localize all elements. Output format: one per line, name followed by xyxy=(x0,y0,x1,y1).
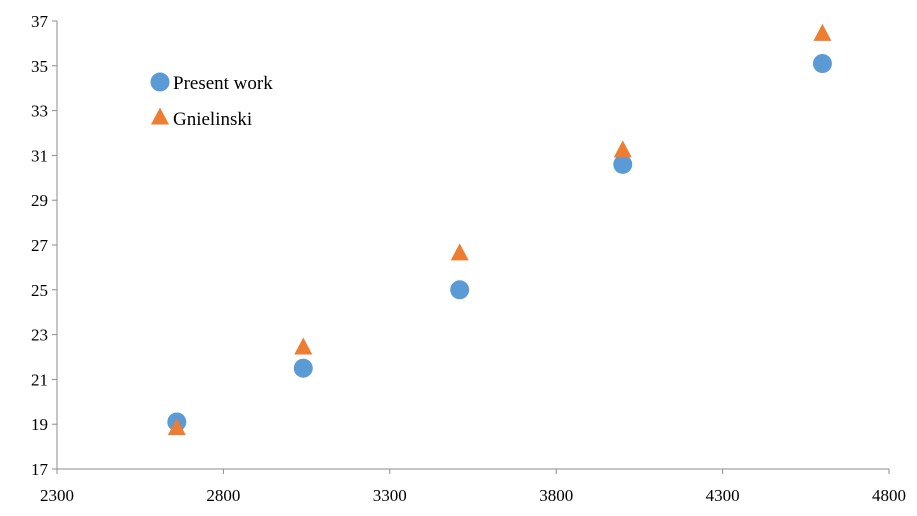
gnielinski-point xyxy=(813,23,832,41)
y-tick-label: 25 xyxy=(31,281,48,300)
x-tick-label: 2300 xyxy=(40,486,74,505)
x-tick-label: 4800 xyxy=(872,486,906,505)
y-tick-label: 35 xyxy=(31,57,48,76)
gnielinski-point xyxy=(167,418,186,436)
present-work-point xyxy=(812,54,832,74)
y-tick-label: 27 xyxy=(31,236,49,255)
x-tick-label: 3800 xyxy=(539,486,573,505)
y-tick-label: 23 xyxy=(31,326,48,345)
y-tick-label: 37 xyxy=(31,12,49,31)
tick-labels: 17 19 21 23 25 27 29 31 33 35 37 2300 2800 3300 3800 43… xyxy=(31,12,906,505)
y-tick-label: 21 xyxy=(31,370,48,389)
present-work-point xyxy=(450,280,470,300)
x-tick-label: 2800 xyxy=(206,486,240,505)
legend-triangle-icon xyxy=(151,107,169,125)
legend-circle-icon xyxy=(150,72,170,92)
x-tick-label: 3300 xyxy=(373,486,407,505)
legend-label: Present work xyxy=(173,73,273,94)
x-tick-label: 4300 xyxy=(706,486,740,505)
axes xyxy=(52,20,890,474)
y-tick-label: 29 xyxy=(31,191,48,210)
y-tick-label: 17 xyxy=(31,460,49,479)
y-tick-label: 31 xyxy=(31,146,48,165)
y-tick-label: 33 xyxy=(31,102,48,121)
gnielinski-point xyxy=(613,140,632,158)
present-work-point xyxy=(613,154,633,174)
legend-label: Gnielinski xyxy=(173,109,252,130)
gnielinski-point xyxy=(450,243,469,261)
gnielinski-point xyxy=(294,337,313,355)
present-work-point xyxy=(293,358,313,378)
y-tick-label: 19 xyxy=(31,415,48,434)
data-points xyxy=(167,23,832,436)
legend: Present work Gnielinski xyxy=(150,72,273,130)
